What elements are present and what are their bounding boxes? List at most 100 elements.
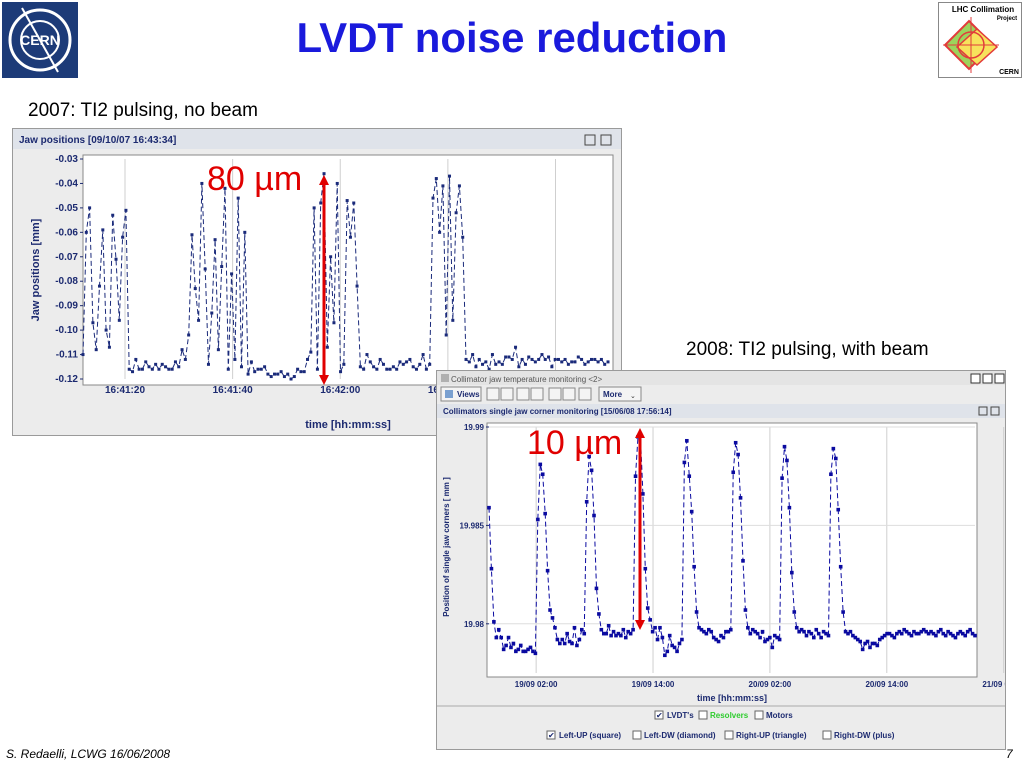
- checkbox-motors[interactable]: [754, 710, 764, 720]
- layout-button-1[interactable]: [486, 387, 500, 401]
- x-tick-label: 20/09 02:00: [749, 680, 792, 689]
- data-point: [408, 357, 412, 361]
- data-point: [319, 201, 323, 205]
- data-point: [299, 370, 303, 374]
- data-point: [943, 633, 948, 638]
- data-point: [335, 181, 339, 185]
- maximize-window-icon[interactable]: [982, 373, 993, 384]
- window-titlebar: [437, 371, 1005, 385]
- checkbox-right-dw[interactable]: [822, 730, 832, 740]
- data-point: [286, 372, 290, 376]
- data-point: [586, 360, 590, 364]
- checkbox-right-up[interactable]: [724, 730, 734, 740]
- detach-icon[interactable]: [584, 134, 596, 146]
- checkbox-lvdts[interactable]: [654, 710, 664, 720]
- data-point: [965, 629, 970, 634]
- data-point: [760, 629, 765, 634]
- data-point: [170, 367, 174, 371]
- data-point: [454, 211, 458, 215]
- views-icon: [445, 390, 453, 398]
- data-point: [765, 637, 770, 642]
- y-tick-label: -0.04: [55, 178, 78, 189]
- cern-logo-text: CERN: [20, 32, 60, 48]
- data-point: [970, 631, 975, 636]
- data-point: [533, 360, 537, 364]
- data-point: [536, 517, 540, 522]
- layout-button-6[interactable]: [562, 387, 576, 401]
- data-point: [882, 633, 887, 638]
- detach-icon-2008[interactable]: [978, 406, 988, 416]
- data-point: [895, 631, 899, 636]
- data-point: [599, 357, 603, 361]
- data-point: [263, 365, 267, 369]
- data-point: [501, 647, 506, 652]
- data-point: [807, 629, 811, 634]
- layout-button-3[interactable]: [516, 387, 530, 401]
- data-point: [912, 629, 916, 634]
- data-point: [870, 641, 875, 646]
- data-point: [653, 625, 657, 630]
- data-point: [685, 438, 689, 443]
- checkbox-left-dw[interactable]: [632, 730, 642, 740]
- more-button[interactable]: [598, 386, 642, 402]
- data-point: [239, 365, 243, 369]
- checkbox-resolvers[interactable]: [698, 710, 708, 720]
- data-point: [736, 452, 740, 457]
- data-point: [631, 627, 635, 632]
- data-point: [206, 362, 210, 366]
- data-point: [702, 629, 706, 634]
- data-point: [444, 333, 448, 337]
- data-point: [611, 629, 616, 634]
- data-point: [322, 172, 326, 176]
- footer-page-number: 7: [1006, 747, 1013, 761]
- chart-2007-header-icons[interactable]: [584, 134, 612, 146]
- checkbox-left-up[interactable]: [546, 730, 556, 740]
- data-point: [521, 649, 525, 654]
- data-point: [755, 631, 760, 636]
- data-point: [956, 631, 960, 636]
- checkbox-left-dw-label: Left-DW (diamond): [644, 731, 716, 740]
- data-point: [81, 353, 85, 357]
- data-point: [593, 357, 597, 361]
- data-point: [243, 230, 247, 234]
- data-point: [197, 318, 201, 322]
- data-point: [606, 360, 610, 364]
- y-tick-label: -0.11: [56, 350, 79, 361]
- data-point: [775, 635, 779, 640]
- data-point: [497, 360, 501, 364]
- data-point: [855, 637, 860, 642]
- maximize-icon-2008[interactable]: [990, 406, 1000, 416]
- data-point: [946, 629, 950, 634]
- x-tick-label: 16:41:40: [213, 385, 253, 396]
- layout-button-7[interactable]: [578, 387, 592, 401]
- chart-2007-title: Jaw positions [09/10/07 16:43:34]: [19, 135, 176, 146]
- data-point: [860, 647, 865, 652]
- data-point: [584, 499, 589, 504]
- annotation-80um: 80 µm: [207, 160, 303, 198]
- lhc-logo-line2: Project: [997, 16, 1017, 22]
- data-point: [714, 637, 718, 642]
- data-point: [897, 629, 902, 634]
- close-icon[interactable]: [994, 373, 1005, 384]
- layout-button-2[interactable]: [500, 387, 514, 401]
- data-point: [843, 629, 848, 634]
- data-point: [540, 353, 544, 357]
- data-point: [358, 365, 362, 369]
- checkbox-left-up-label: Left-UP (square): [559, 731, 621, 740]
- data-point: [332, 321, 336, 325]
- data-point: [576, 355, 580, 359]
- data-point: [772, 633, 777, 638]
- data-point: [451, 318, 455, 322]
- layout-button-4[interactable]: [530, 387, 544, 401]
- layout-button-5[interactable]: [548, 387, 562, 401]
- chart-2008-svg: Collimator jaw temperature monitoring <2…: [437, 371, 1024, 740]
- maximize-icon[interactable]: [600, 134, 612, 146]
- data-point: [812, 635, 816, 640]
- data-point: [875, 643, 880, 648]
- data-point: [753, 629, 758, 634]
- minimize-icon[interactable]: [970, 373, 981, 384]
- y-tick-label: -0.08: [55, 276, 78, 287]
- data-point: [851, 633, 855, 638]
- data-point: [567, 639, 572, 644]
- data-point: [733, 440, 738, 445]
